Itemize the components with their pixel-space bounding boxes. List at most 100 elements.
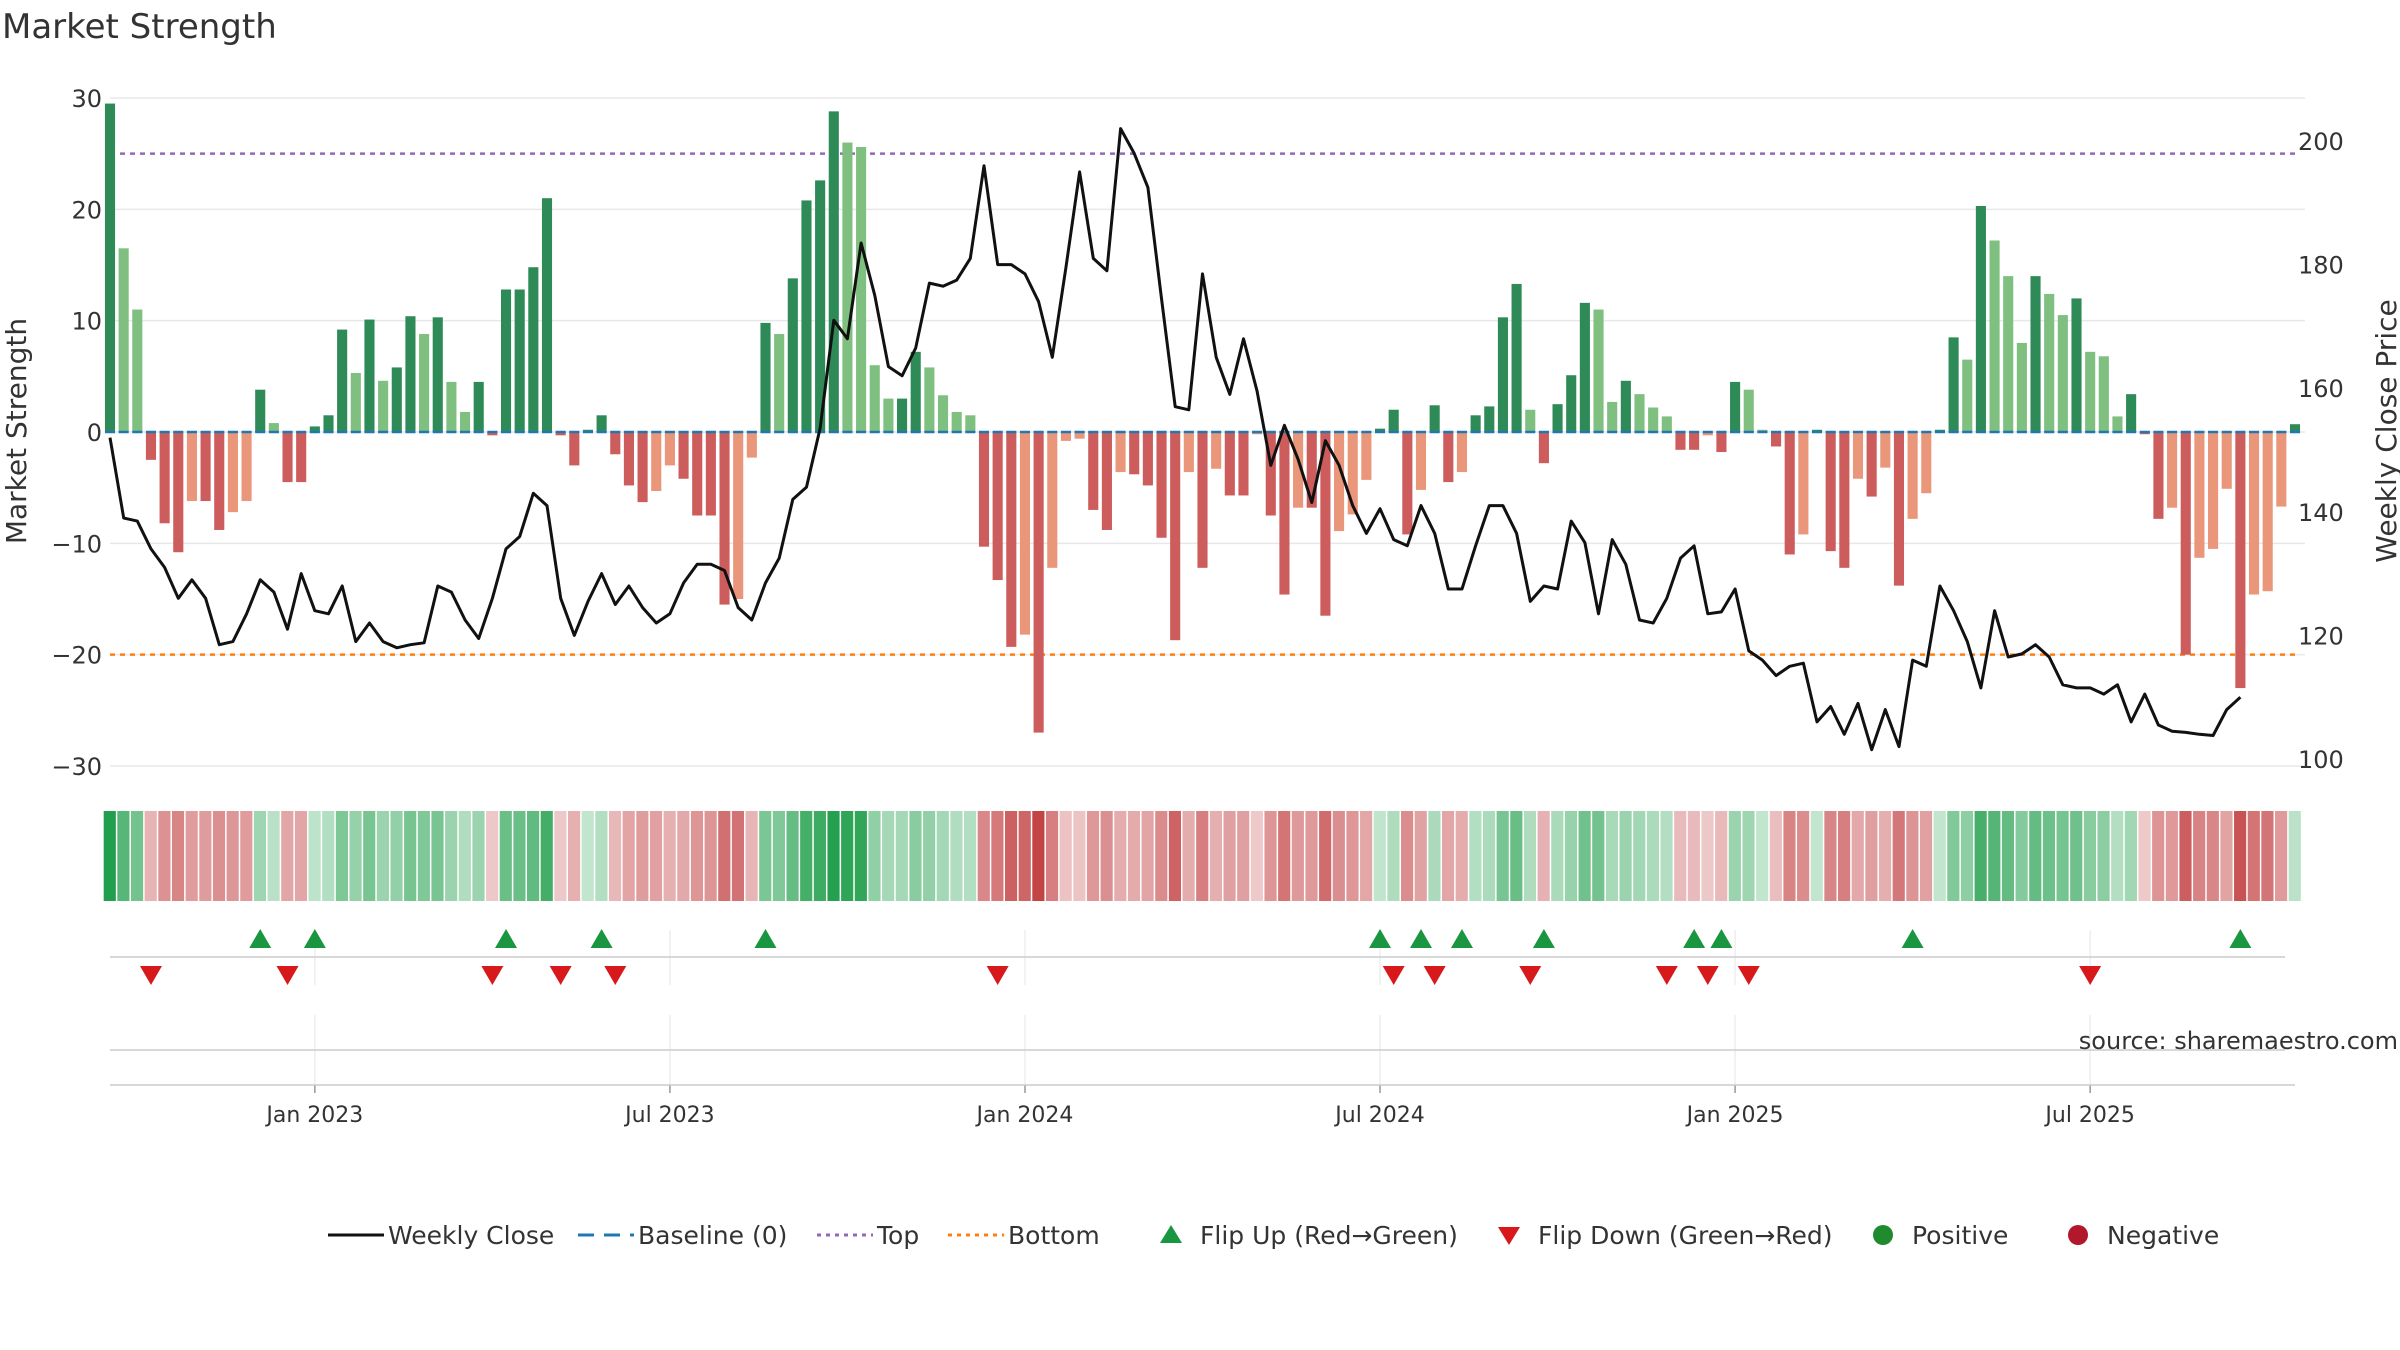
strength-bar bbox=[487, 432, 498, 436]
strength-bar bbox=[1334, 432, 1345, 532]
strength-bar bbox=[937, 395, 949, 432]
strength-bar bbox=[1880, 432, 1891, 468]
heat-cell bbox=[1783, 811, 1796, 901]
strength-bar bbox=[446, 381, 457, 432]
strength-bar bbox=[815, 180, 826, 432]
strength-bar bbox=[1525, 409, 1536, 432]
weekly-close-layer bbox=[108, 127, 2242, 752]
heat-cell bbox=[2124, 811, 2137, 901]
heat-cell bbox=[2261, 811, 2274, 901]
heat-cell bbox=[1004, 811, 1018, 901]
strength-bar bbox=[1361, 432, 1372, 480]
heat-cell bbox=[1100, 811, 1113, 901]
heat-cell bbox=[1441, 811, 1455, 901]
heat-cell bbox=[1728, 811, 1741, 901]
strength-bar bbox=[2057, 315, 2068, 432]
heat-cell bbox=[1537, 811, 1550, 901]
heat-cell bbox=[1523, 811, 1537, 901]
legend-item: Flip Up (Red→Green) bbox=[1160, 1221, 1458, 1250]
strength-bar bbox=[569, 432, 580, 466]
strength-bar bbox=[705, 432, 716, 516]
strength-bar bbox=[965, 415, 976, 432]
strength-bar bbox=[1238, 432, 1249, 496]
strength-bar bbox=[186, 432, 197, 502]
strength-bar bbox=[364, 319, 375, 432]
strength-bar bbox=[1552, 404, 1563, 432]
heat-cell bbox=[1769, 811, 1782, 901]
strength-bar bbox=[1347, 432, 1358, 515]
heat-cell bbox=[1564, 811, 1578, 901]
heat-cell bbox=[2070, 811, 2083, 901]
legend-label: Top bbox=[876, 1221, 919, 1250]
heat-cell bbox=[854, 811, 867, 901]
heat-cell bbox=[1797, 811, 1810, 901]
heat-cell bbox=[1182, 811, 1195, 901]
heat-cell bbox=[2275, 811, 2288, 901]
legend-swatch-flip-down bbox=[1498, 1227, 1520, 1245]
heat-cell bbox=[923, 811, 936, 901]
heat-cell bbox=[240, 811, 253, 901]
strength-bar bbox=[678, 432, 689, 479]
heat-cell bbox=[2193, 811, 2206, 901]
heat-cell bbox=[349, 811, 362, 901]
heat-cell bbox=[1892, 811, 1905, 901]
strength-bar bbox=[1074, 432, 1085, 439]
y-tick-label-right: 100 bbox=[2298, 746, 2344, 774]
y-tick-label-right: 180 bbox=[2298, 252, 2344, 280]
strength-bar bbox=[842, 142, 853, 433]
y-tick-label-right: 120 bbox=[2298, 622, 2344, 650]
legend-item: Baseline (0) bbox=[578, 1221, 787, 1250]
heat-cell bbox=[1933, 811, 1946, 901]
legend-label: Bottom bbox=[1008, 1221, 1100, 1250]
strength-bar bbox=[1129, 432, 1140, 475]
strength-bar bbox=[173, 432, 184, 553]
heat-cell bbox=[199, 811, 212, 901]
heat-cell bbox=[1196, 811, 1209, 901]
heat-cell bbox=[1428, 811, 1441, 901]
heat-cell bbox=[2152, 811, 2165, 901]
heat-cell bbox=[1250, 811, 1263, 901]
flip-down-marker bbox=[1382, 966, 1405, 985]
heat-cell bbox=[759, 811, 772, 901]
strength-bar bbox=[1538, 432, 1549, 464]
heat-cell bbox=[1660, 811, 1673, 901]
heat-cell bbox=[1742, 811, 1755, 901]
x-tick-label: Jul 2023 bbox=[623, 1103, 715, 1128]
strength-bar bbox=[104, 103, 116, 433]
strength-bar bbox=[746, 432, 757, 458]
strength-bar bbox=[1866, 432, 1877, 497]
heat-cell bbox=[731, 811, 745, 901]
strength-bar bbox=[541, 198, 553, 432]
x-tick-label: Jul 2024 bbox=[1333, 1103, 1425, 1128]
strength-bar bbox=[2098, 356, 2109, 432]
heat-cell bbox=[1715, 811, 1728, 901]
strength-bar bbox=[1907, 432, 1918, 519]
heat-cell bbox=[1387, 811, 1400, 901]
strength-bar bbox=[2276, 432, 2287, 507]
heat-cell bbox=[499, 811, 512, 901]
strength-bar bbox=[200, 432, 211, 502]
heat-cell bbox=[1168, 811, 1182, 901]
heat-cell bbox=[267, 811, 280, 901]
heat-cell bbox=[117, 811, 130, 901]
strength-bar bbox=[1989, 240, 2000, 432]
strength-bar bbox=[856, 146, 867, 432]
flip-down-marker bbox=[1737, 966, 1760, 985]
heat-cell bbox=[2015, 811, 2028, 901]
y-tick-label-left: −10 bbox=[51, 530, 102, 558]
heat-cell bbox=[1919, 811, 1933, 901]
legend-item: Weekly Close bbox=[328, 1221, 554, 1250]
heat-cell bbox=[226, 811, 239, 901]
strength-bar bbox=[992, 432, 1003, 581]
flip-up-marker bbox=[1532, 929, 1555, 948]
heat-cell bbox=[103, 811, 116, 901]
heat-cell bbox=[909, 811, 922, 901]
x-tick-label: Jul 2025 bbox=[2043, 1103, 2135, 1128]
flip-up-marker bbox=[249, 929, 272, 948]
heat-cell bbox=[636, 811, 649, 901]
strength-bar bbox=[378, 380, 389, 432]
strength-bar bbox=[596, 415, 607, 432]
strength-bar bbox=[1743, 389, 1754, 432]
flip-markers bbox=[139, 929, 2252, 985]
